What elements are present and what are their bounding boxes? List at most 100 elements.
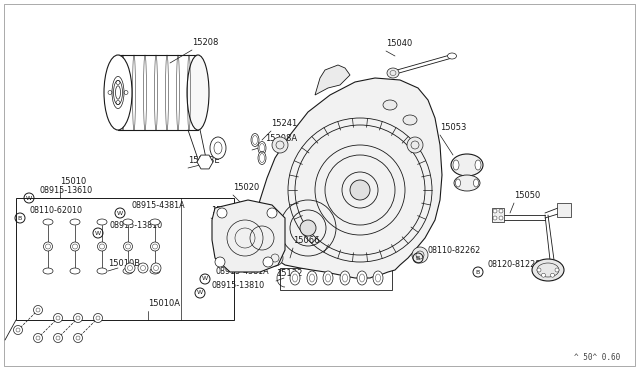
Circle shape — [541, 273, 545, 277]
Ellipse shape — [251, 134, 259, 147]
Text: 15132: 15132 — [276, 269, 302, 278]
Ellipse shape — [124, 242, 132, 251]
Text: 08915-13610: 08915-13610 — [40, 186, 93, 195]
Circle shape — [407, 137, 423, 153]
Circle shape — [263, 257, 273, 267]
Text: 08915-4381A: 08915-4381A — [131, 201, 184, 210]
Bar — [16, 198, 234, 320]
Ellipse shape — [70, 268, 80, 274]
Ellipse shape — [451, 154, 483, 176]
Circle shape — [151, 263, 161, 273]
Text: 15208A: 15208A — [265, 134, 297, 143]
Text: 15066: 15066 — [293, 236, 319, 245]
Ellipse shape — [150, 219, 160, 225]
Ellipse shape — [44, 242, 52, 251]
Ellipse shape — [454, 175, 480, 191]
Ellipse shape — [357, 271, 367, 285]
Ellipse shape — [373, 271, 383, 285]
Text: B: B — [476, 269, 480, 275]
Text: 15053: 15053 — [440, 123, 467, 132]
Text: W: W — [26, 196, 32, 201]
Circle shape — [54, 314, 63, 323]
Text: W: W — [202, 276, 208, 282]
Circle shape — [555, 268, 559, 272]
Text: W: W — [117, 211, 123, 215]
Ellipse shape — [532, 259, 564, 281]
Circle shape — [217, 208, 227, 218]
Ellipse shape — [43, 219, 53, 225]
Ellipse shape — [210, 137, 226, 159]
Bar — [118, 55, 198, 130]
Circle shape — [93, 314, 102, 323]
Text: 15050: 15050 — [514, 191, 540, 200]
Ellipse shape — [187, 55, 209, 130]
Circle shape — [74, 314, 83, 323]
Text: 15208: 15208 — [192, 38, 218, 47]
Text: W: W — [95, 231, 101, 235]
Ellipse shape — [290, 271, 300, 285]
Ellipse shape — [475, 160, 481, 170]
Circle shape — [74, 334, 83, 343]
Circle shape — [54, 334, 63, 343]
Circle shape — [33, 305, 42, 314]
Text: 08110-82262: 08110-82262 — [428, 246, 481, 255]
Text: 15241: 15241 — [271, 119, 297, 128]
Text: W: W — [197, 291, 203, 295]
Text: 08120-81228: 08120-81228 — [488, 260, 541, 269]
Ellipse shape — [97, 219, 107, 225]
Bar — [280, 268, 392, 290]
Circle shape — [499, 216, 503, 220]
Circle shape — [33, 334, 42, 343]
Ellipse shape — [150, 242, 159, 251]
Circle shape — [125, 263, 135, 273]
Text: 15010A: 15010A — [148, 299, 180, 308]
Circle shape — [493, 209, 497, 213]
Bar — [492, 208, 504, 222]
Ellipse shape — [258, 141, 266, 154]
Ellipse shape — [43, 268, 53, 274]
Ellipse shape — [383, 100, 397, 110]
Circle shape — [350, 180, 370, 200]
Ellipse shape — [447, 53, 456, 59]
Ellipse shape — [123, 219, 133, 225]
Circle shape — [300, 220, 316, 236]
Ellipse shape — [123, 268, 133, 274]
Ellipse shape — [97, 268, 107, 274]
Circle shape — [499, 209, 503, 213]
Ellipse shape — [307, 271, 317, 285]
Text: ^ 50^ 0.60: ^ 50^ 0.60 — [573, 353, 620, 362]
Polygon shape — [315, 65, 350, 95]
Ellipse shape — [474, 179, 479, 187]
Circle shape — [267, 250, 283, 266]
Circle shape — [537, 268, 541, 272]
Text: 15010B: 15010B — [108, 259, 140, 268]
Ellipse shape — [387, 68, 399, 78]
Text: 15010: 15010 — [60, 177, 86, 186]
Ellipse shape — [97, 242, 106, 251]
Bar — [557, 203, 571, 217]
Ellipse shape — [258, 151, 266, 164]
Text: 15025: 15025 — [211, 206, 237, 215]
Text: 08915-13810: 08915-13810 — [109, 221, 162, 230]
Text: 08915-13810: 08915-13810 — [211, 281, 264, 290]
Text: 08110-62010: 08110-62010 — [30, 206, 83, 215]
Polygon shape — [256, 78, 442, 278]
Ellipse shape — [323, 271, 333, 285]
Circle shape — [272, 137, 288, 153]
Circle shape — [138, 263, 148, 273]
Circle shape — [493, 216, 497, 220]
Ellipse shape — [70, 242, 79, 251]
Ellipse shape — [456, 179, 461, 187]
Circle shape — [13, 326, 22, 334]
Circle shape — [412, 247, 428, 263]
Text: 15213E: 15213E — [188, 156, 220, 165]
Polygon shape — [212, 200, 285, 272]
Ellipse shape — [150, 268, 160, 274]
Ellipse shape — [340, 271, 350, 285]
Text: B: B — [416, 256, 420, 260]
Ellipse shape — [104, 55, 132, 130]
Ellipse shape — [70, 219, 80, 225]
Circle shape — [550, 273, 554, 277]
Text: 08915-4381A: 08915-4381A — [216, 267, 269, 276]
Circle shape — [215, 257, 225, 267]
